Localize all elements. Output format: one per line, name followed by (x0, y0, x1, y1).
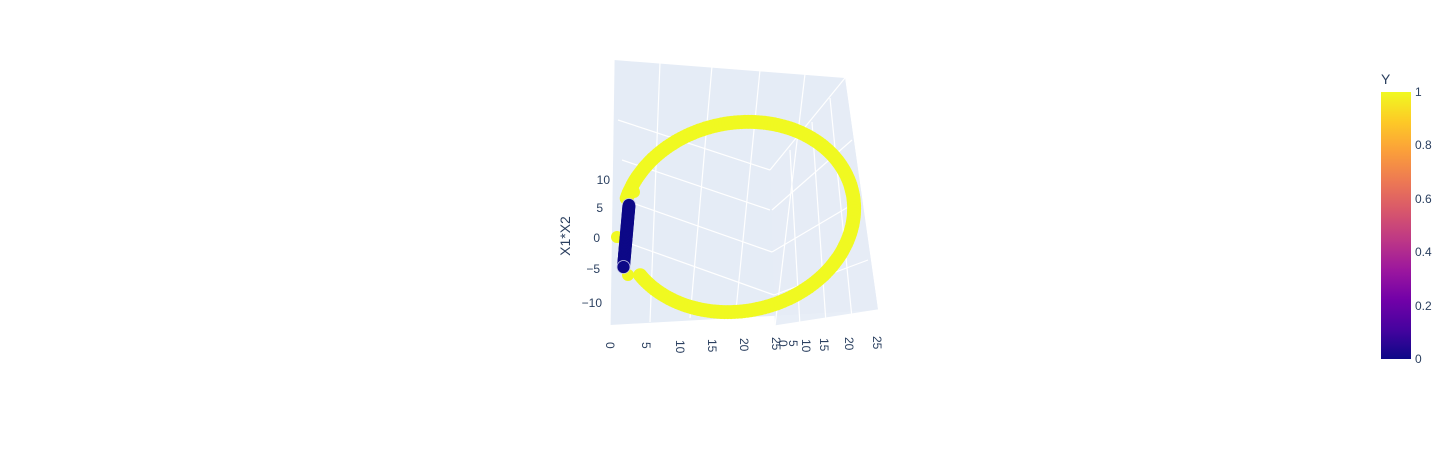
grid-line (774, 73, 806, 327)
grid-line (609, 59, 615, 326)
z-tick-label: −10 (582, 296, 603, 310)
series-class-1-points (611, 114, 862, 320)
grid-line (623, 199, 773, 253)
grid-line (689, 65, 713, 319)
x-axis: 0 5 10 15 20 25 (603, 337, 783, 354)
colorbar-tick-label: 0.6 (1415, 192, 1432, 206)
colorbar-tick-label: 0.2 (1415, 299, 1432, 313)
x-tick-label: 20 (737, 338, 751, 352)
grid-line (811, 121, 827, 324)
series-class-0-points (616, 198, 636, 274)
data-point-class-1 (628, 186, 640, 198)
data-point-class-1 (844, 183, 859, 198)
x-tick-label: 10 (673, 340, 687, 354)
grid-line (771, 199, 861, 253)
colorbar-tick-label: 0.4 (1415, 245, 1432, 259)
z-tick-label: 0 (593, 231, 600, 245)
y-tick-label: 10 (799, 339, 813, 353)
z-axis: 10 5 0 −5 −10 X1*X2 (557, 173, 610, 310)
x-tick-label: 25 (769, 337, 783, 351)
colorbar-tick-label: 0.8 (1415, 138, 1432, 152)
grid-line (734, 69, 761, 321)
grid-line (769, 77, 846, 171)
data-point-class-1 (633, 268, 648, 283)
z-tick-label: 10 (597, 173, 611, 187)
colorbar-tick-label: 0 (1415, 352, 1422, 366)
y-axis: 0 5 10 15 20 25 (776, 336, 884, 353)
colorbar: Y 0 0.2 0.4 0.6 0.8 1 (1381, 71, 1432, 366)
x-tick-label: 5 (639, 342, 653, 349)
y-tick-label: 25 (870, 336, 884, 350)
y-tick-label: 15 (817, 338, 831, 352)
colorbar-title: Y (1381, 71, 1391, 87)
grid-line (774, 309, 879, 327)
y-tick-label: 0 (776, 340, 790, 347)
y-tick-label: 5 (786, 340, 800, 347)
grid-line (619, 239, 775, 296)
y-tick-label: 20 (842, 337, 856, 351)
colorbar-tick-label: 1 (1415, 85, 1422, 99)
z-tick-label: −5 (586, 262, 600, 276)
x-tick-label: 0 (603, 342, 617, 349)
x-tick-label: 15 (705, 339, 719, 353)
z-axis-title: X1*X2 (557, 216, 573, 256)
colorbar-gradient (1381, 92, 1411, 359)
z-tick-label: 5 (596, 201, 603, 215)
grid-line (829, 97, 853, 319)
data-point-class-0 (616, 260, 631, 274)
grid-line (617, 119, 771, 171)
